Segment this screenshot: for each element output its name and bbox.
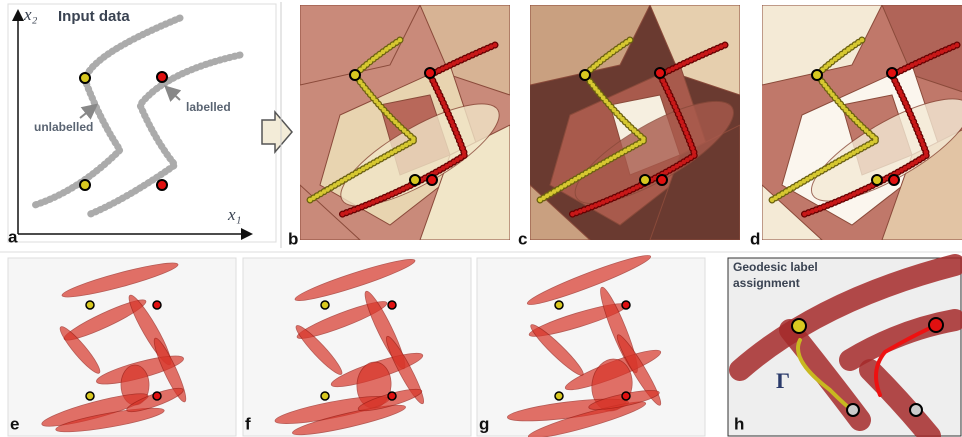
labelled-point <box>554 300 564 310</box>
labelled-point <box>320 300 330 310</box>
path-symbol: Γ <box>776 368 790 393</box>
ellipse <box>526 255 652 305</box>
panel-h: Geodesic label assignment Γ h <box>727 254 962 437</box>
labelled-point <box>387 391 397 401</box>
labelled-point <box>424 67 436 79</box>
panel-label: d <box>750 229 760 248</box>
ellipse <box>385 335 425 405</box>
panel-title: Geodesic label <box>733 260 818 274</box>
segmentation-panel <box>762 5 962 240</box>
input-points <box>31 14 244 219</box>
tubes <box>729 254 962 437</box>
panel-label: c <box>518 229 527 248</box>
unlabelled-point <box>909 403 923 417</box>
panel-label: f <box>245 414 251 433</box>
ellipse <box>292 404 406 436</box>
labelled-point <box>554 391 564 401</box>
labelled-point <box>156 179 168 191</box>
regions <box>530 5 740 240</box>
labelled-point <box>409 174 421 186</box>
region <box>419 5 510 96</box>
labelled-point <box>79 179 91 191</box>
labelled-point <box>85 300 95 310</box>
panel-label: g <box>479 414 489 433</box>
regions <box>300 5 510 240</box>
labelled-point <box>579 69 591 81</box>
ellipse-panel <box>242 257 472 437</box>
regions <box>762 5 962 240</box>
panel-title: assignment <box>733 276 800 290</box>
panel-a: Input data x₂ x₁ unlabelled labelled a <box>7 3 277 246</box>
annotation-arrow <box>79 103 99 120</box>
ellipse <box>616 334 662 406</box>
flow-arrow <box>261 109 293 155</box>
labelled-point <box>152 391 162 401</box>
region <box>810 98 962 202</box>
ellipse <box>59 326 101 374</box>
labelled-point <box>656 174 668 186</box>
axis-label: x₁ <box>227 205 241 224</box>
labelled-point <box>871 174 883 186</box>
panel-label: a <box>8 227 18 246</box>
unlabelled-point <box>846 403 860 417</box>
panel-label: b <box>288 229 298 248</box>
labelled-point <box>621 300 631 310</box>
segmentation-panel <box>300 5 510 240</box>
region <box>574 100 735 205</box>
panel-title: Input data <box>58 8 130 25</box>
ellipse <box>61 262 179 298</box>
region <box>649 5 740 96</box>
annotation: labelled <box>186 100 231 114</box>
labelled-point <box>621 391 631 401</box>
labelled-point <box>85 391 95 401</box>
labelled-point <box>426 174 438 186</box>
panel-label: h <box>734 414 744 433</box>
ellipse <box>153 337 187 403</box>
labelled-point <box>79 72 91 84</box>
ellipse <box>294 259 416 301</box>
annotation-arrow <box>164 85 182 103</box>
labelled-point <box>791 318 807 334</box>
panel-label: e <box>10 414 19 433</box>
ellipse-panel <box>7 257 237 437</box>
labelled-point <box>156 71 168 83</box>
region <box>530 5 651 86</box>
labelled-point <box>888 174 900 186</box>
annotation: unlabelled <box>34 120 93 134</box>
ellipse <box>296 301 388 339</box>
labelled-point <box>639 174 651 186</box>
labelled-point <box>387 300 397 310</box>
labelled-point <box>654 67 666 79</box>
region <box>762 5 883 86</box>
ellipse-panel <box>476 255 706 437</box>
region <box>881 5 962 93</box>
labelled-point <box>928 317 944 333</box>
region <box>300 5 421 86</box>
segmentation-panel <box>530 5 740 240</box>
ellipse <box>55 407 165 433</box>
labelled-point <box>811 69 823 81</box>
labelled-point <box>320 391 330 401</box>
axis-label: x₂ <box>23 5 38 24</box>
labelled-point <box>349 69 361 81</box>
labelled-point <box>152 300 162 310</box>
ellipse <box>295 325 343 375</box>
labelled-point <box>886 67 898 79</box>
